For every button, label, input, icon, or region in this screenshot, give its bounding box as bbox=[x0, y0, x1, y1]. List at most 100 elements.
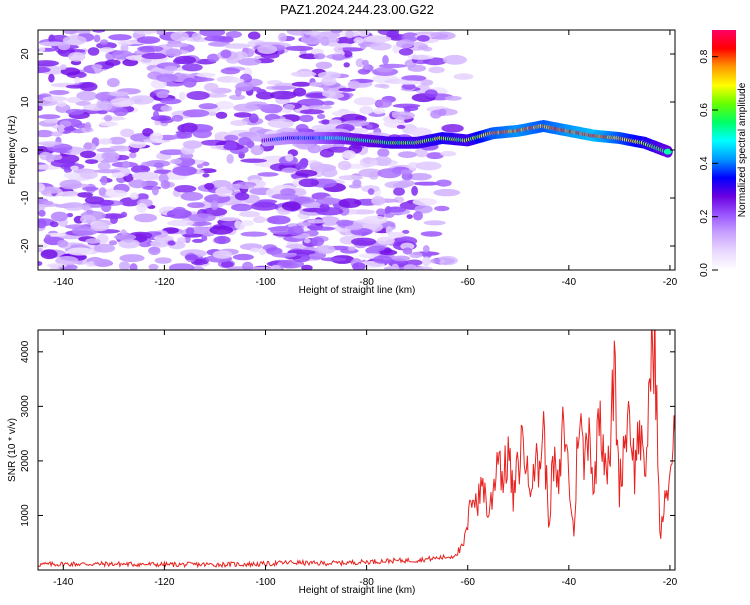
heatmap-cell bbox=[182, 233, 203, 238]
heatmap-cell bbox=[363, 35, 392, 43]
heatmap-cell bbox=[242, 261, 254, 270]
heatmap-cell bbox=[269, 225, 295, 235]
heatmap-cell bbox=[226, 154, 234, 164]
heatmap-cell bbox=[128, 179, 147, 189]
heatmap-cell bbox=[444, 95, 462, 101]
heatmap-cell bbox=[66, 213, 74, 218]
heatmap-cell bbox=[97, 161, 111, 171]
heatmap-cell bbox=[38, 209, 46, 217]
x-tick-label: -80 bbox=[359, 277, 374, 288]
heatmap-cell bbox=[153, 110, 159, 119]
heatmap-cell bbox=[397, 151, 417, 159]
heatmap-cell bbox=[199, 30, 226, 37]
heatmap-cell bbox=[396, 124, 406, 129]
heatmap-cell bbox=[80, 150, 96, 159]
heatmap-cell bbox=[396, 80, 423, 85]
y-tick-label: 3000 bbox=[20, 395, 31, 418]
heatmap-cell bbox=[366, 124, 373, 129]
colorbar-tick-label: 0.0 bbox=[699, 263, 710, 277]
heatmap-cell bbox=[321, 119, 330, 125]
heatmap-cell bbox=[141, 52, 167, 60]
heatmap-cell bbox=[392, 182, 410, 188]
heatmap-cell bbox=[160, 98, 182, 105]
heatmap-cell bbox=[413, 181, 441, 186]
heatmap-cell bbox=[359, 157, 378, 167]
heatmap-cell bbox=[136, 202, 148, 213]
heatmap-cell bbox=[228, 94, 246, 101]
heatmap-cell bbox=[398, 48, 414, 56]
heatmap-cell bbox=[74, 30, 91, 34]
heatmap-cell bbox=[316, 31, 341, 39]
heatmap-cell bbox=[159, 149, 187, 156]
heatmap-cell bbox=[70, 165, 79, 171]
heatmap-cell bbox=[38, 46, 46, 52]
heatmap-cell bbox=[94, 169, 121, 174]
heatmap-cell bbox=[172, 58, 186, 64]
heatmap-cell bbox=[104, 114, 113, 122]
heatmap-cell bbox=[66, 97, 81, 103]
x-tick-label: -20 bbox=[663, 577, 678, 588]
heatmap-cell bbox=[342, 150, 356, 159]
heatmap-cell bbox=[99, 121, 119, 127]
heatmap-cell bbox=[203, 82, 219, 92]
heatmap-cell bbox=[377, 148, 390, 158]
heatmap-cell bbox=[93, 243, 116, 253]
snr-xlabel: Height of straight line (km) bbox=[299, 585, 416, 596]
heatmap-cell bbox=[202, 161, 210, 167]
heatmap-cell bbox=[182, 77, 197, 88]
heatmap-cell bbox=[295, 123, 309, 133]
heatmap-cell bbox=[122, 58, 139, 67]
heatmap-cell bbox=[287, 226, 304, 236]
heatmap-cell bbox=[91, 64, 103, 70]
snr-plot-area bbox=[38, 330, 675, 570]
heatmap-cell bbox=[156, 73, 178, 83]
heatmap-cell bbox=[40, 249, 58, 260]
heatmap-cell bbox=[283, 103, 296, 110]
heatmap-cell bbox=[64, 191, 78, 196]
heatmap-cell bbox=[151, 185, 159, 196]
heatmap-cell bbox=[207, 111, 217, 116]
heatmap-cell bbox=[412, 198, 438, 206]
heatmap-cell bbox=[120, 128, 135, 138]
heatmap-cell bbox=[309, 161, 325, 172]
heatmap-cell bbox=[422, 256, 431, 267]
heatmap-cell bbox=[411, 185, 418, 196]
heatmap-cell bbox=[385, 226, 393, 235]
heatmap-cell bbox=[352, 262, 366, 270]
heatmap-cell bbox=[181, 63, 203, 72]
heatmap-cell bbox=[42, 200, 54, 205]
heatmap-cell bbox=[85, 238, 101, 244]
heatmap-cell bbox=[233, 112, 252, 118]
heatmap-cell bbox=[382, 55, 389, 65]
heatmap-cell bbox=[295, 169, 318, 177]
heatmap-cell bbox=[433, 188, 461, 197]
heatmap-cell bbox=[164, 65, 178, 72]
heatmap-cell bbox=[374, 99, 392, 108]
x-tick-label: -120 bbox=[154, 577, 174, 588]
heatmap-cell bbox=[98, 199, 115, 206]
heatmap-cell bbox=[315, 197, 342, 205]
heatmap-cell bbox=[235, 87, 242, 97]
heatmap-cell bbox=[259, 248, 267, 256]
heatmap-cell bbox=[148, 246, 161, 256]
heatmap-cell bbox=[298, 178, 319, 188]
colorbar-gradient bbox=[712, 30, 736, 270]
colorbar-axis: 0.0 0.2 0.4 0.6 0.8 bbox=[699, 49, 718, 277]
x-tick-label: -120 bbox=[154, 277, 174, 288]
heatmap-cell bbox=[129, 263, 138, 270]
heatmap-cell bbox=[246, 266, 274, 270]
heatmap-cell bbox=[50, 159, 76, 168]
heatmap-cell bbox=[171, 114, 184, 122]
heatmap-cell bbox=[403, 264, 417, 270]
heatmap-cell bbox=[278, 32, 287, 43]
heatmap-cell bbox=[337, 160, 352, 171]
heatmap-cell bbox=[75, 100, 91, 106]
heatmap-cell bbox=[230, 120, 248, 126]
heatmap-cell bbox=[253, 216, 266, 224]
colorbar-label: Normalized spectral amplitude bbox=[737, 82, 748, 217]
heatmap-cell bbox=[345, 30, 354, 39]
heatmap-cell bbox=[343, 62, 350, 68]
heatmap-cell bbox=[101, 151, 120, 161]
heatmap-cell bbox=[51, 131, 63, 137]
heatmap-cell bbox=[204, 35, 230, 42]
